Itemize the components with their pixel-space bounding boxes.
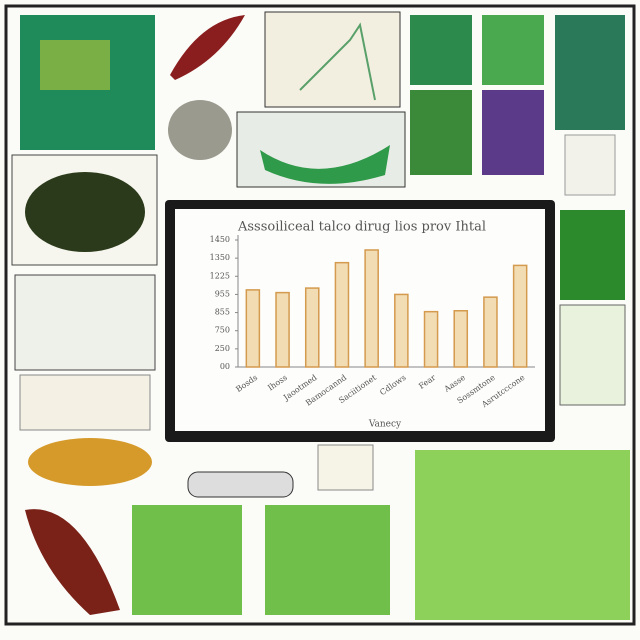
tile-b [482,15,544,85]
tile-c [410,90,472,175]
cone-illustration [25,172,145,252]
y-tick-label: 750 [215,326,230,335]
bar [453,310,469,368]
bar [245,289,261,368]
corn-illustration [28,438,152,486]
y-tick-label: 1350 [210,253,230,262]
tile-e [555,15,625,130]
tile-leaf-2 [265,505,390,615]
bar [423,310,439,368]
cross-section-shape [260,145,390,184]
bar [275,291,290,368]
stone-illustration [168,100,232,160]
tile-leaf-1 [132,505,242,615]
y-tick-label: 1450 [210,235,230,244]
tile-i [317,444,374,491]
tile-leaf-large [415,450,630,620]
mini-line [299,22,376,101]
bar [483,296,498,368]
bar [334,261,350,368]
tile-h [559,304,626,406]
bar [394,293,409,368]
outer-frame [4,4,636,626]
y-tick-label: 250 [215,344,230,353]
tile-bars-2 [19,374,151,431]
tile-f [564,134,616,196]
tile-chart-2 [14,274,156,371]
bar [364,249,379,368]
tile-d [482,90,544,175]
chart-title: Asssoiliceal talco dirug lios prov Ihtal [237,220,486,235]
leaf-illustration [170,15,245,80]
y-tick-label: 1225 [210,271,230,280]
tile-device [187,471,294,498]
tile-a [410,15,472,85]
bar [304,287,320,368]
tile-detail [40,40,110,90]
y-tick-label: 955 [215,289,230,298]
pod-illustration [25,509,120,615]
mini-line-chart [264,11,401,108]
tile-g [560,210,625,300]
y-tick-label: 855 [215,308,230,317]
bar [512,264,528,368]
y-tick-label: 00 [220,362,230,371]
x-axis-label: Vanecy [368,420,402,430]
